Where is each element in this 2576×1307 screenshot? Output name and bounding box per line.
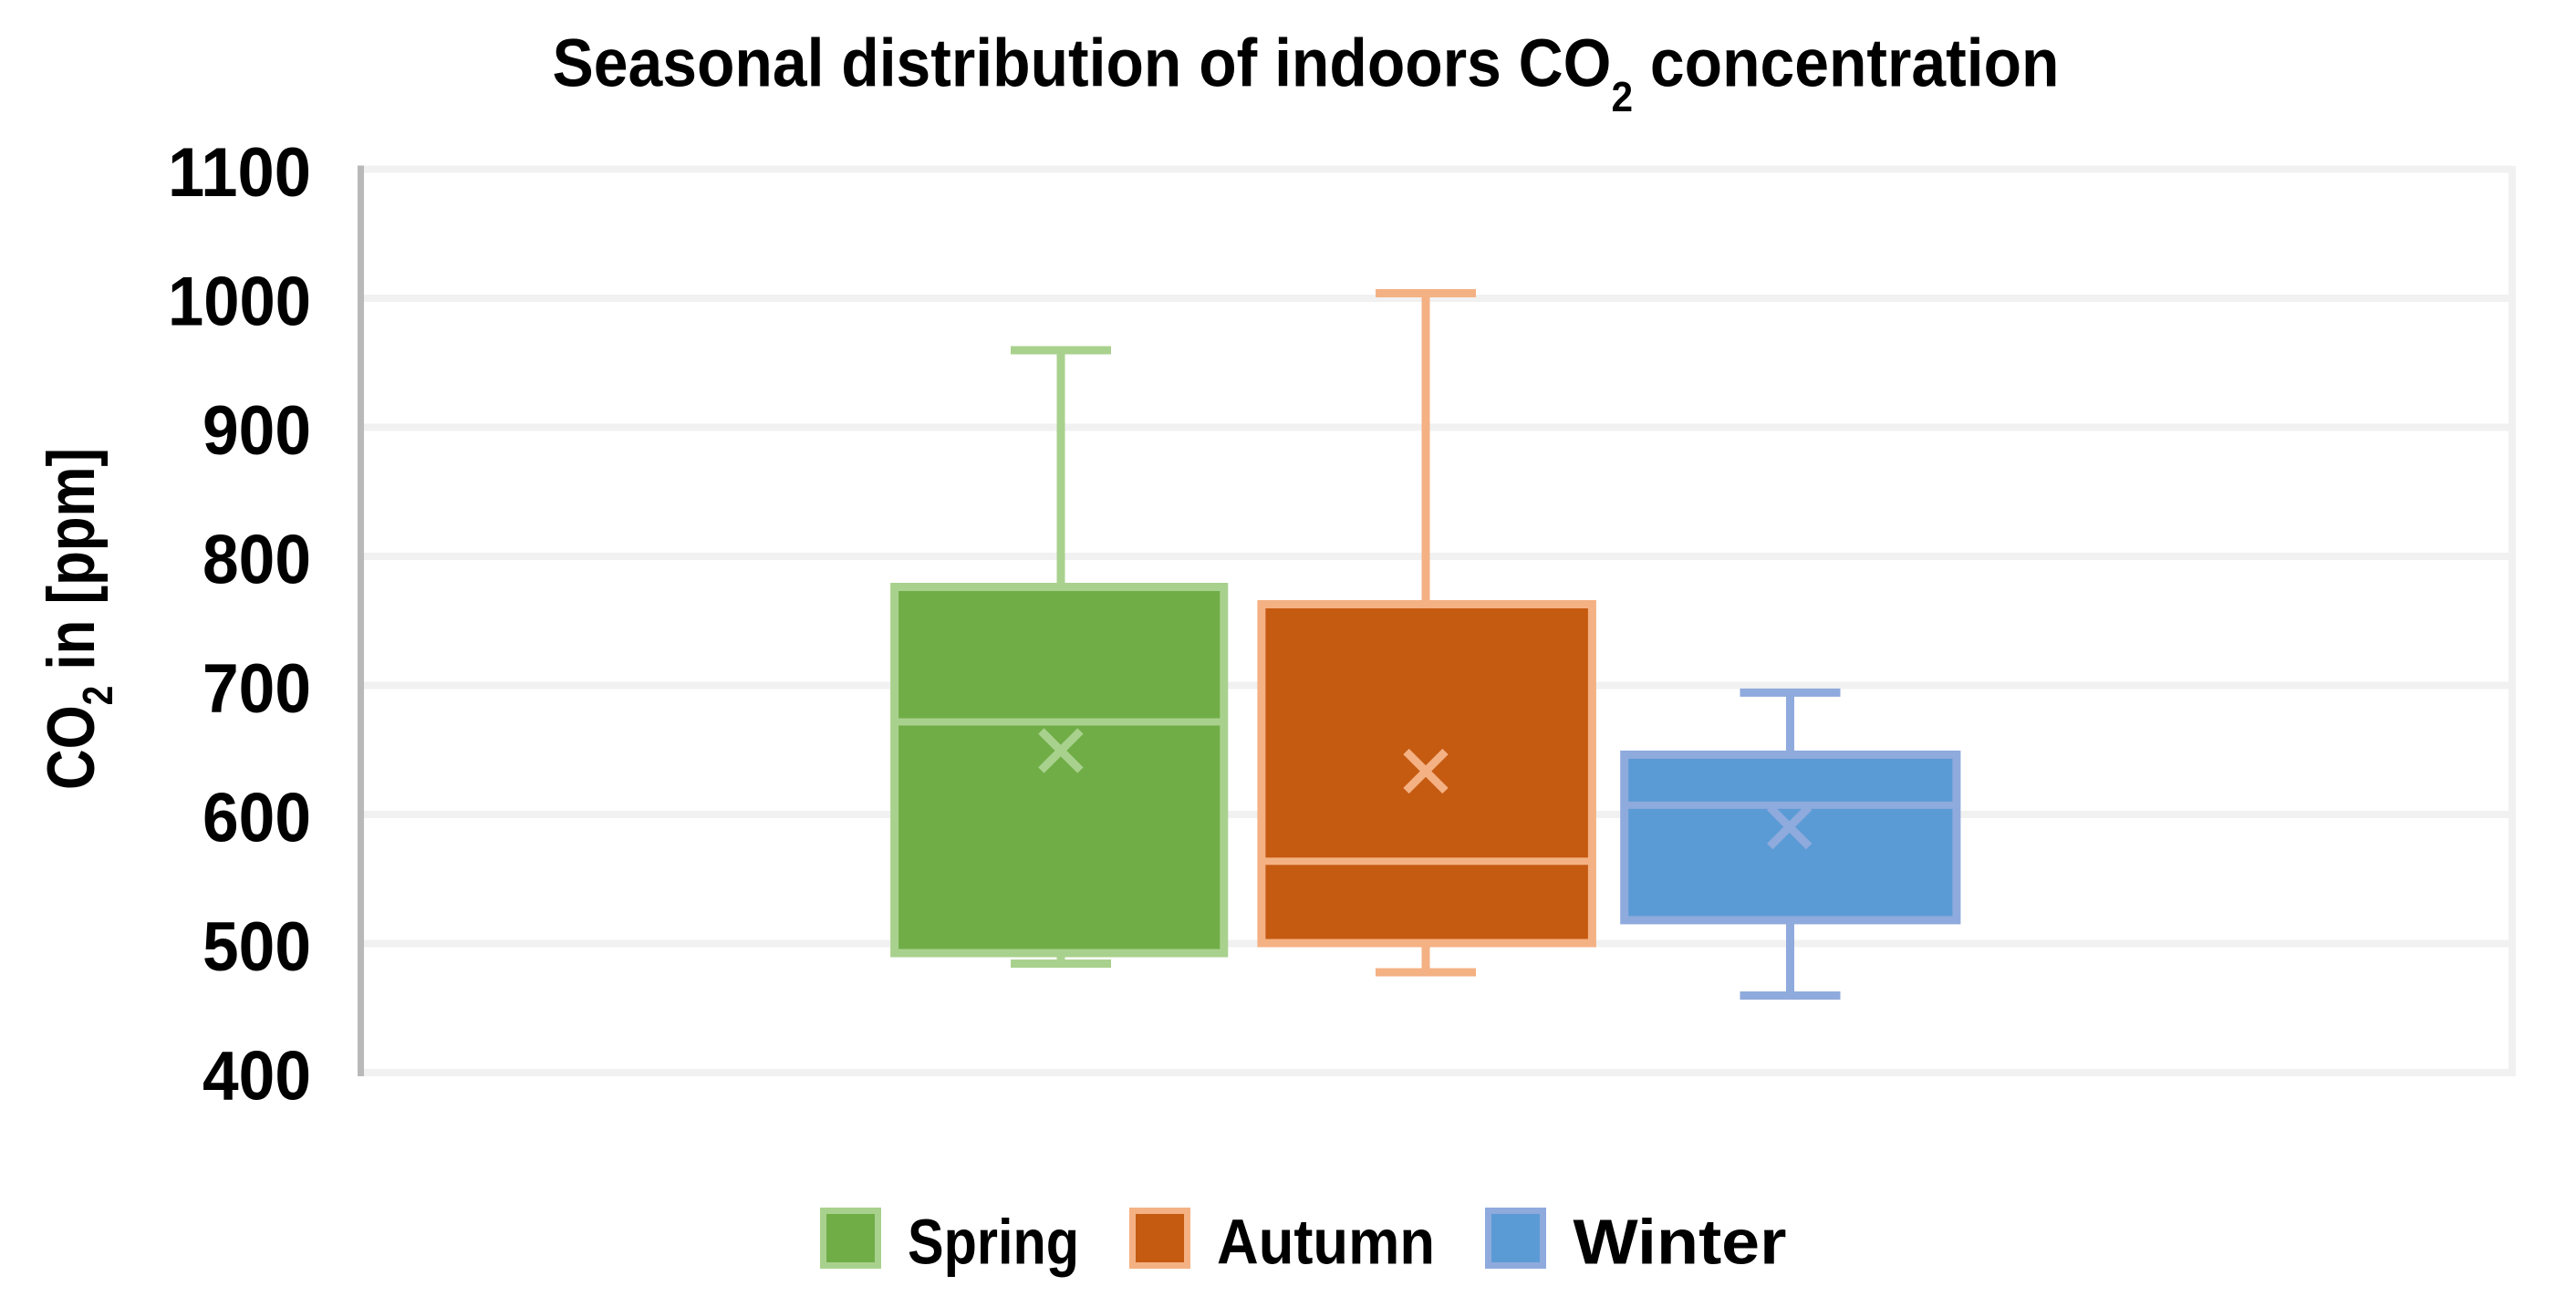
svg-text:400: 400 xyxy=(203,1038,311,1115)
svg-text:Spring: Spring xyxy=(908,1206,1079,1277)
svg-text:Autumn: Autumn xyxy=(1217,1206,1435,1277)
svg-text:500: 500 xyxy=(203,908,311,986)
svg-text:800: 800 xyxy=(203,522,311,599)
svg-text:1000: 1000 xyxy=(168,264,311,341)
svg-text:CO2 in [ppm]: CO2 in [ppm] xyxy=(35,448,121,790)
svg-text:700: 700 xyxy=(203,650,311,728)
svg-text:Winter: Winter xyxy=(1574,1206,1787,1277)
svg-text:600: 600 xyxy=(203,780,311,857)
svg-text:900: 900 xyxy=(203,392,311,470)
svg-text:1100: 1100 xyxy=(168,134,311,212)
